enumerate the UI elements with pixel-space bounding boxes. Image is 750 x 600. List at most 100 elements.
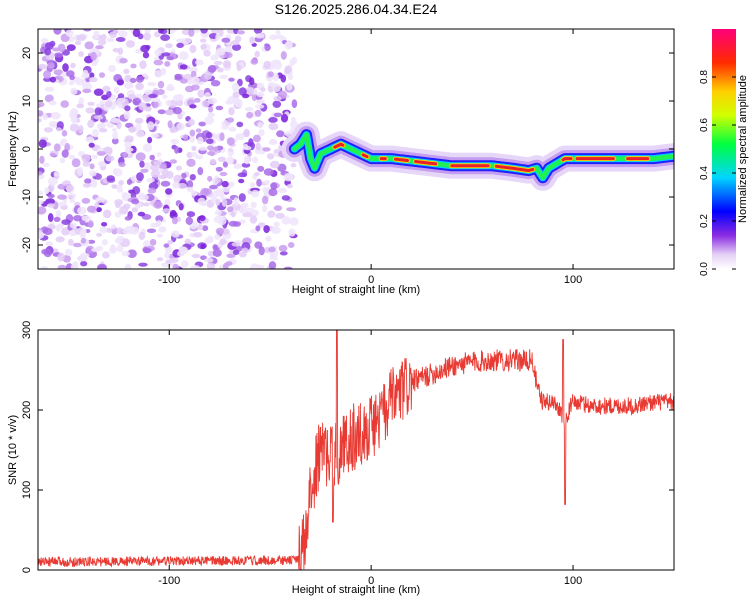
noise-blob [136, 172, 144, 181]
noise-blob [250, 58, 259, 65]
noise-blob [206, 138, 214, 144]
noise-blob [268, 188, 278, 197]
noise-blob [118, 162, 126, 168]
noise-blob [49, 100, 57, 106]
noise-blob [275, 212, 285, 219]
noise-blob [255, 33, 265, 39]
noise-blob [143, 162, 152, 171]
noise-blob [268, 246, 276, 253]
ridge-red [361, 153, 369, 159]
noise-blob [200, 29, 208, 34]
noise-blob [291, 99, 298, 109]
noise-blob [226, 117, 235, 123]
noise-blob [99, 226, 108, 234]
noise-blob [93, 88, 104, 96]
noise-blob [58, 201, 67, 207]
noise-blob [97, 122, 107, 128]
noise-blob [87, 239, 96, 244]
noise-blob [128, 126, 137, 133]
noise-blob [124, 105, 131, 112]
noise-blob [207, 151, 216, 156]
noise-blob [143, 202, 150, 207]
noise-blob [254, 172, 260, 176]
noise-blob [232, 249, 240, 255]
noise-blob [38, 190, 44, 196]
noise-blob [232, 91, 240, 99]
noise-blob [96, 151, 106, 156]
y-tick-label-top: 10 [21, 95, 33, 107]
noise-blob [169, 159, 177, 164]
noise-blob [178, 51, 189, 61]
noise-blob [92, 154, 98, 160]
noise-blob [222, 161, 228, 168]
noise-blob [57, 264, 67, 269]
noise-blob [65, 29, 74, 37]
noise-blob [84, 41, 94, 50]
noise-blob [57, 194, 67, 200]
noise-blob [182, 37, 192, 45]
noise-blob [55, 210, 62, 219]
noise-blob [53, 225, 64, 230]
noise-blob [190, 152, 198, 157]
noise-blob [146, 228, 157, 234]
noise-blob [116, 97, 126, 104]
plot-frame-bottom [37, 329, 675, 571]
noise-blob [189, 135, 195, 143]
noise-blob [47, 193, 55, 199]
noise-blob [78, 125, 84, 134]
noise-blob [135, 123, 142, 132]
noise-blob [238, 87, 247, 96]
noise-blob [121, 192, 129, 198]
noise-blob [42, 113, 48, 121]
noise-blob [156, 152, 162, 157]
noise-blob [170, 127, 179, 133]
noise-blob [191, 145, 197, 151]
colorbar-tick-label: 0.4 [699, 166, 710, 180]
noise-blob [105, 100, 113, 108]
noise-blob [227, 147, 234, 157]
noise-blob [252, 156, 259, 164]
noise-blob [99, 128, 108, 133]
noise-blob [106, 227, 113, 233]
noise-blob [77, 206, 87, 215]
noise-blob [222, 60, 232, 69]
noise-blob [147, 136, 153, 144]
y-tick-label-bottom: 300 [21, 321, 33, 339]
noise-blob [118, 180, 124, 186]
noise-blob [116, 120, 122, 130]
noise-blob [262, 204, 268, 213]
noise-blob [277, 187, 288, 194]
noise-blob [110, 224, 117, 230]
noise-blob [89, 72, 95, 79]
noise-blob [78, 51, 84, 57]
noise-blob [197, 136, 204, 145]
noise-blob [75, 78, 85, 86]
noise-blob [114, 238, 124, 244]
noise-blob [176, 122, 185, 131]
noise-blob [221, 180, 229, 188]
noise-blob [163, 243, 170, 248]
noise-blob [167, 120, 173, 129]
noise-blob [241, 247, 249, 254]
noise-blob [44, 127, 53, 133]
noise-blob [268, 139, 278, 145]
noise-blob [138, 231, 146, 240]
x-tick-label-top: 0 [368, 274, 374, 286]
noise-blob [87, 220, 94, 228]
noise-blob [286, 183, 293, 189]
noise-blob [273, 221, 280, 228]
noise-blob [230, 211, 236, 218]
noise-blob [226, 253, 236, 259]
noise-blob [218, 190, 225, 198]
noise-blob [283, 173, 294, 182]
noise-blob [68, 154, 76, 160]
noise-blob [200, 201, 208, 207]
noise-blob [280, 113, 289, 123]
noise-blob [207, 112, 216, 118]
noise-blob [209, 184, 218, 190]
noise-blob [215, 227, 224, 235]
noise-blob [271, 226, 281, 234]
noise-blob [197, 224, 204, 231]
noise-blob [170, 138, 180, 145]
noise-blob [56, 127, 62, 132]
